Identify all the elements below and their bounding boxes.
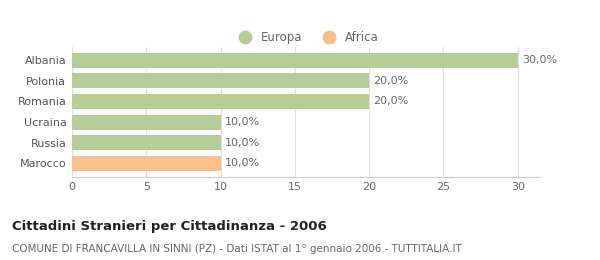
Bar [72, 53, 518, 68]
Legend: Europa, Africa: Europa, Africa [228, 27, 384, 49]
Bar [72, 135, 221, 150]
Text: COMUNE DI FRANCAVILLA IN SINNI (PZ) - Dati ISTAT al 1° gennaio 2006 - TUTTITALIA: COMUNE DI FRANCAVILLA IN SINNI (PZ) - Da… [12, 244, 462, 254]
Bar [72, 94, 369, 109]
Text: Cittadini Stranieri per Cittadinanza - 2006: Cittadini Stranieri per Cittadinanza - 2… [12, 220, 327, 233]
Text: 10,0%: 10,0% [225, 117, 260, 127]
Text: 20,0%: 20,0% [374, 76, 409, 86]
Text: 30,0%: 30,0% [522, 55, 557, 65]
Bar [72, 73, 369, 88]
Text: 10,0%: 10,0% [225, 158, 260, 168]
Bar [72, 156, 221, 171]
Bar [72, 115, 221, 129]
Text: 20,0%: 20,0% [374, 96, 409, 106]
Text: 10,0%: 10,0% [225, 138, 260, 148]
